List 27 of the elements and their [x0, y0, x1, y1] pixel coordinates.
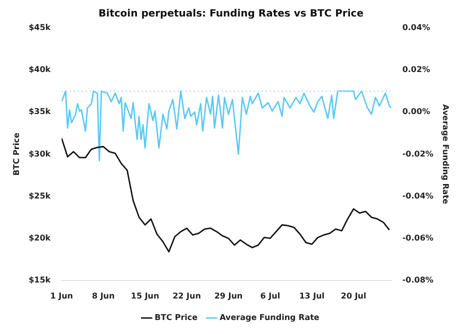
y2-tick-label: -0.06%	[402, 233, 434, 242]
x-tick-label: 29 Jun	[214, 291, 243, 300]
y-tick-label: $30k	[28, 149, 52, 158]
chart-title: Bitcoin perpetuals: Funding Rates vs BTC Price	[98, 8, 364, 20]
x-tick-label: 6 Jul	[260, 291, 280, 300]
x-tick-label: 8 Jun	[92, 291, 115, 300]
y2-tick-label: 0.02%	[402, 65, 430, 74]
y2-tick-label: 0.00%	[402, 107, 430, 116]
y2-tick-label: -0.02%	[402, 149, 434, 158]
x-tick-label: 1 Jun	[50, 291, 74, 300]
x-tick-label: 22 Jun	[172, 291, 202, 300]
y2-axis-title: Average Funding Rate	[441, 104, 450, 205]
y2-tick-label: 0.04%	[402, 23, 430, 32]
y-tick-label: $20k	[28, 233, 52, 242]
y-axis-title: BTC Price	[12, 132, 21, 176]
y-tick-label: $35k	[28, 107, 52, 116]
legend-label: Average Funding Rate	[220, 313, 320, 322]
x-tick-label: 20 Jul	[340, 291, 367, 300]
y-tick-label: $25k	[28, 191, 52, 200]
y2-tick-label: -0.04%	[402, 191, 434, 200]
y-tick-label: $15k	[28, 275, 52, 284]
y-tick-label: $40k	[28, 65, 52, 74]
x-tick-label: 15 Jun	[130, 291, 160, 300]
y-tick-label: $45k	[28, 23, 52, 32]
legend-label: BTC Price	[154, 313, 198, 322]
y2-tick-label: -0.08%	[402, 275, 434, 284]
x-tick-label: 13 Jul	[299, 291, 325, 300]
